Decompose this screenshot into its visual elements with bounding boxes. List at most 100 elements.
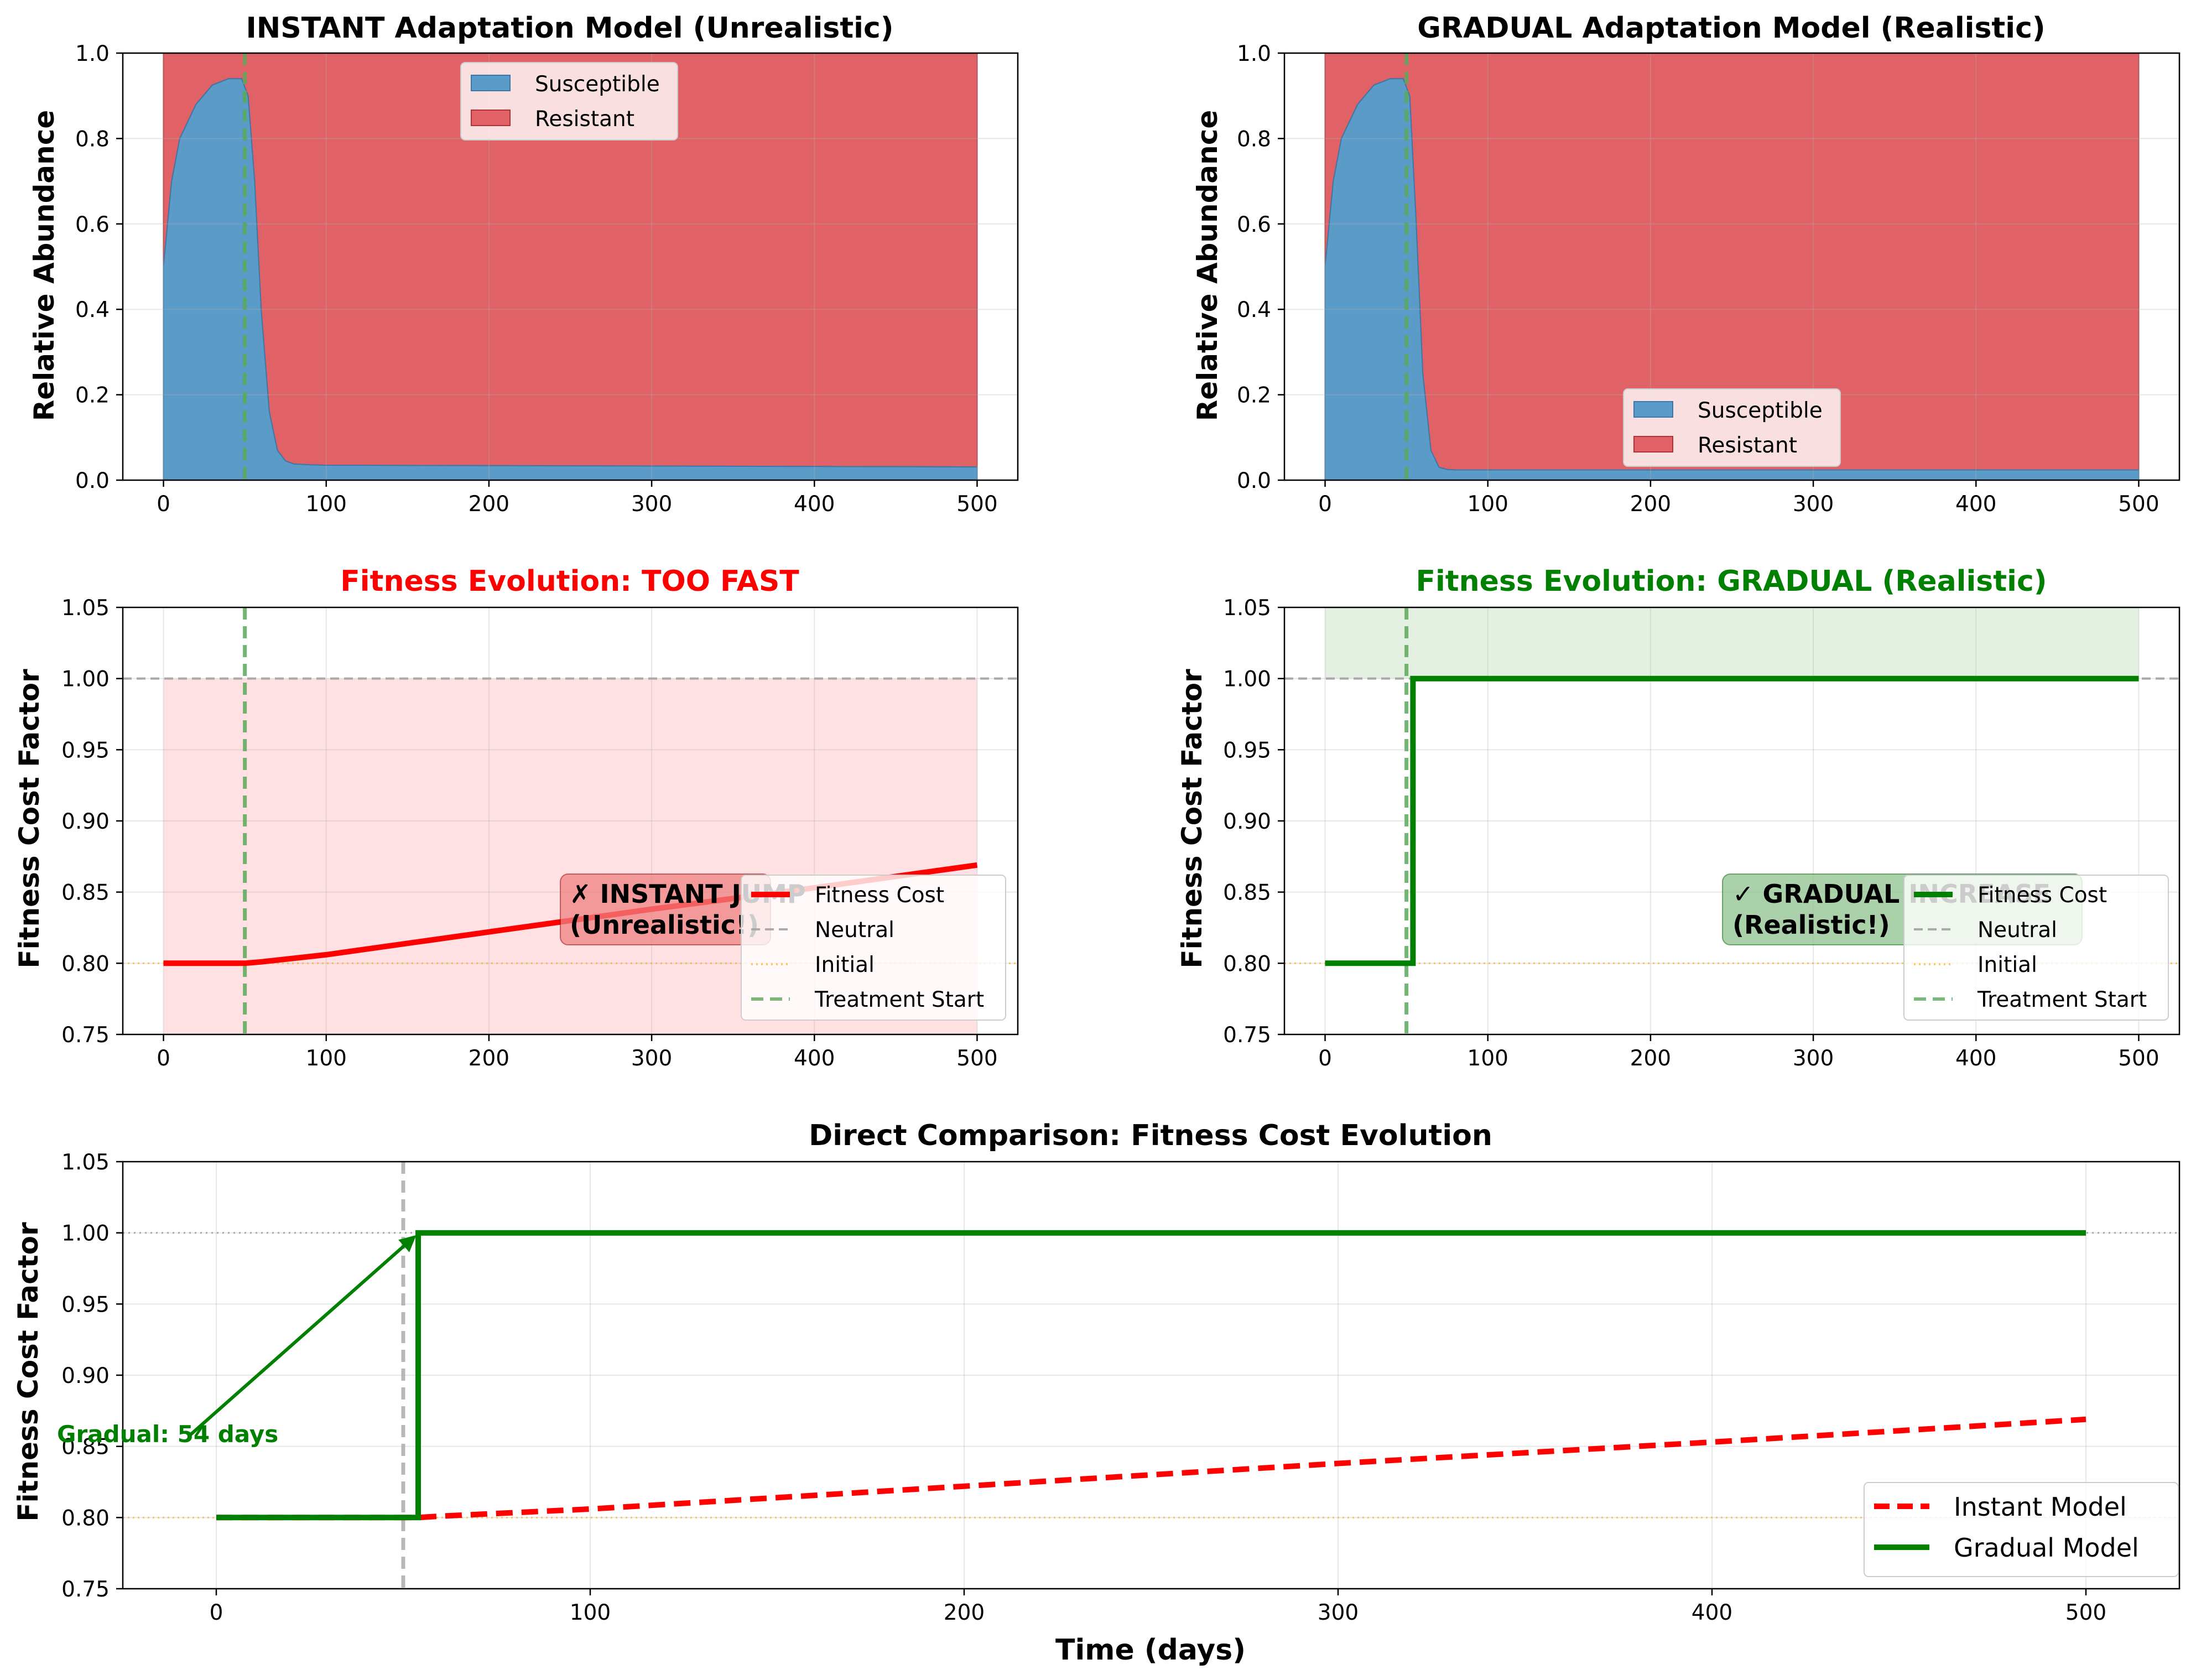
x-tick-label: 200 bbox=[1630, 492, 1671, 517]
y-tick-label: 0.95 bbox=[61, 1292, 110, 1317]
x-tick-label: 100 bbox=[306, 492, 347, 517]
y-tick-label: 1.05 bbox=[61, 596, 110, 621]
legend-swatch-resistant bbox=[1633, 436, 1673, 452]
x-tick-label: 500 bbox=[956, 1046, 997, 1071]
y-tick-label: 0.80 bbox=[61, 1506, 110, 1531]
x-tick-label: 400 bbox=[794, 1046, 835, 1071]
legend-label-neutral: Neutral bbox=[815, 918, 894, 943]
x-tick-label: 0 bbox=[1318, 492, 1332, 517]
y-tick-label: 0.85 bbox=[61, 881, 110, 906]
legend-frame bbox=[1903, 875, 2169, 1021]
x-tick-label: 100 bbox=[570, 1600, 611, 1625]
panel-title: Direct Comparison: Fitness Cost Evolutio… bbox=[809, 1119, 1492, 1152]
x-tick-label: 100 bbox=[1468, 492, 1508, 517]
y-tick-label: 0.0 bbox=[75, 469, 110, 493]
plot-area: 0 100 200 300 400 500 0.0 0.2 0.4 0.6 0.8 1.0 bbox=[1237, 41, 2181, 517]
y-axis-label: Fitness Cost Factor bbox=[13, 669, 45, 969]
y-tick-label: 1.0 bbox=[1237, 41, 1271, 66]
x-tick-label: 100 bbox=[1468, 1046, 1508, 1071]
legend: Fitness Cost Neutral Initial Treatment S… bbox=[741, 875, 1006, 1021]
annotation-text: Gradual: 54 days bbox=[57, 1421, 278, 1448]
y-tick-label: 1.05 bbox=[61, 1150, 110, 1175]
legend-label-gradual-model: Gradual Model bbox=[1954, 1533, 2139, 1563]
y-axis-label: Fitness Cost Factor bbox=[1176, 669, 1208, 969]
legend-label-susceptible: Susceptible bbox=[535, 72, 660, 97]
plot-area: 0 100 200 300 400 500 0.0 0.2 0.4 0.6 0.8 1.0 bbox=[75, 41, 1019, 517]
y-tick-label: 0.75 bbox=[61, 1577, 110, 1602]
plot-area: 0 100 200 300 400 500 0.75 0.80 0.85 0.90 0.95 1.00… bbox=[57, 1150, 2181, 1625]
legend-label-fitness-cost: Fitness Cost bbox=[1978, 883, 2107, 908]
y-tick-label: 1.00 bbox=[61, 1221, 110, 1246]
legend-swatch-susceptible bbox=[471, 75, 511, 91]
y-tick-label: 0.90 bbox=[1223, 809, 1271, 834]
x-tick-label: 200 bbox=[944, 1600, 985, 1625]
x-tick-label: 500 bbox=[2118, 1046, 2159, 1071]
x-tick-label: 0 bbox=[157, 492, 170, 517]
legend: Susceptible Resistant bbox=[460, 62, 678, 141]
y-tick-label: 0.90 bbox=[61, 809, 110, 834]
x-tick-label: 300 bbox=[1793, 492, 1834, 517]
panel-gradual-abundance: GRADUAL Adaptation Model (Realistic) Rel… bbox=[1191, 12, 2181, 517]
y-tick-label: 0.85 bbox=[1223, 881, 1271, 906]
y-tick-label: 0.90 bbox=[61, 1364, 110, 1388]
y-axis-label: Relative Abundance bbox=[1191, 110, 1224, 422]
axes-frame bbox=[122, 52, 1019, 481]
x-tick-label: 0 bbox=[1318, 1046, 1332, 1071]
panel-title: Fitness Evolution: GRADUAL (Realistic) bbox=[1416, 565, 2047, 598]
x-tick-label: 400 bbox=[1692, 1600, 1732, 1625]
y-tick-label: 0.75 bbox=[61, 1023, 110, 1048]
legend-swatch-susceptible bbox=[1633, 401, 1673, 418]
y-tick-label: 1.00 bbox=[61, 667, 110, 692]
y-tick-label: 0.8 bbox=[75, 127, 110, 152]
series-line-fitness-cost bbox=[1325, 675, 2139, 966]
y-tick-label: 0.0 bbox=[1237, 469, 1271, 493]
panel-instant-fitness: Fitness Evolution: TOO FAST Fitness Cost… bbox=[13, 565, 1019, 1071]
legend: Fitness Cost Neutral Initial Treatment S… bbox=[1903, 875, 2169, 1021]
series-line-instant-model bbox=[216, 1416, 2086, 1521]
panel-comparison: Direct Comparison: Fitness Cost Evolutio… bbox=[12, 1119, 2181, 1667]
x-tick-label: 400 bbox=[1955, 1046, 1996, 1071]
x-tick-label: 0 bbox=[210, 1600, 223, 1625]
legend-swatch-resistant bbox=[471, 110, 511, 126]
legend-label-treatment-start: Treatment Start bbox=[1977, 987, 2147, 1012]
panel-title: Fitness Evolution: TOO FAST bbox=[340, 565, 799, 598]
y-tick-label: 0.85 bbox=[61, 1435, 110, 1460]
legend-label-treatment-start: Treatment Start bbox=[814, 987, 984, 1012]
y-axis-label: Fitness Cost Factor bbox=[12, 1222, 44, 1522]
y-tick-label: 0.4 bbox=[75, 298, 110, 323]
y-tick-label: 0.6 bbox=[75, 212, 110, 237]
legend-frame bbox=[1623, 388, 1841, 467]
legend-label-fitness-cost: Fitness Cost bbox=[815, 883, 944, 908]
x-tick-label: 400 bbox=[794, 492, 835, 517]
x-tick-label: 500 bbox=[956, 492, 997, 517]
legend-label-resistant: Resistant bbox=[1698, 433, 1797, 458]
x-tick-label: 100 bbox=[306, 1046, 347, 1071]
legend-frame bbox=[1864, 1482, 2179, 1577]
x-tick-label: 200 bbox=[469, 1046, 509, 1071]
x-tick-label: 400 bbox=[1955, 492, 1996, 517]
panel-gradual-fitness: Fitness Evolution: GRADUAL (Realistic) F… bbox=[1176, 565, 2181, 1071]
legend: Instant Model Gradual Model bbox=[1864, 1482, 2179, 1577]
y-tick-label: 0.4 bbox=[1237, 298, 1271, 323]
series-line-gradual-model bbox=[216, 1230, 2086, 1521]
panel-title: GRADUAL Adaptation Model (Realistic) bbox=[1417, 12, 2045, 45]
shaded-region bbox=[1325, 607, 2139, 679]
x-tick-label: 300 bbox=[1793, 1046, 1834, 1071]
legend-label-resistant: Resistant bbox=[535, 107, 634, 132]
annotation-line-2: (Unrealistic!) bbox=[570, 910, 759, 940]
x-tick-label: 0 bbox=[157, 1046, 170, 1071]
y-tick-label: 0.80 bbox=[61, 951, 110, 976]
y-tick-label: 1.00 bbox=[1223, 667, 1271, 692]
y-tick-label: 0.6 bbox=[1237, 212, 1271, 237]
x-tick-label: 300 bbox=[1318, 1600, 1359, 1625]
y-tick-label: 0.75 bbox=[1223, 1023, 1271, 1048]
x-tick-label: 500 bbox=[2065, 1600, 2106, 1625]
x-tick-label: 300 bbox=[631, 492, 672, 517]
x-tick-label: 500 bbox=[2118, 492, 2159, 517]
legend-frame bbox=[460, 62, 678, 141]
y-tick-label: 1.05 bbox=[1223, 596, 1271, 621]
y-tick-label: 0.2 bbox=[75, 383, 110, 408]
panel-title: INSTANT Adaptation Model (Unrealistic) bbox=[246, 12, 893, 45]
legend-label-initial: Initial bbox=[1978, 953, 2037, 977]
